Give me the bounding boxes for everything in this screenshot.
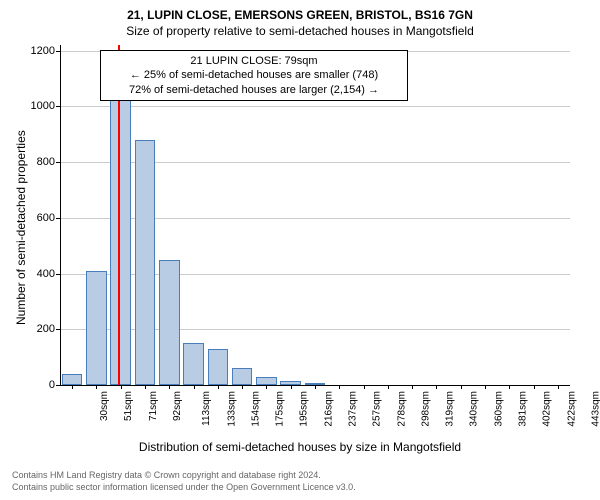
x-tick: 195sqm bbox=[299, 391, 310, 427]
x-tick: 360sqm bbox=[493, 391, 504, 427]
info-line-3: 72% of semi-detached houses are larger (… bbox=[109, 83, 399, 97]
x-tick: 30sqm bbox=[99, 391, 110, 421]
footer-line-2: Contains public sector information licen… bbox=[12, 482, 356, 494]
x-tick: 71sqm bbox=[148, 391, 159, 421]
grid-line bbox=[60, 106, 570, 107]
histogram-bar bbox=[110, 84, 131, 385]
footer-attribution: Contains HM Land Registry data © Crown c… bbox=[12, 470, 356, 493]
x-tick: 133sqm bbox=[226, 391, 237, 427]
x-tick: 298sqm bbox=[420, 391, 431, 427]
y-tick: 1000 bbox=[20, 100, 55, 112]
histogram-bar bbox=[86, 271, 107, 385]
x-tick: 340sqm bbox=[469, 391, 480, 427]
chart-container: 21, LUPIN CLOSE, EMERSONS GREEN, BRISTOL… bbox=[0, 0, 600, 500]
x-tick: 278sqm bbox=[396, 391, 407, 427]
x-tick: 319sqm bbox=[445, 391, 456, 427]
info-box: 21 LUPIN CLOSE: 79sqm ← 25% of semi-deta… bbox=[100, 50, 408, 101]
x-tick: 237sqm bbox=[348, 391, 359, 427]
x-tick: 257sqm bbox=[372, 391, 383, 427]
histogram-bar bbox=[135, 140, 156, 385]
histogram-bar bbox=[62, 374, 83, 385]
x-tick: 175sqm bbox=[275, 391, 286, 427]
histogram-bar bbox=[232, 368, 253, 385]
y-tick: 1200 bbox=[20, 45, 55, 57]
histogram-bar bbox=[159, 260, 180, 385]
y-axis-label: Number of semi-detached properties bbox=[14, 130, 28, 325]
x-tick: 422sqm bbox=[566, 391, 577, 427]
x-tick: 443sqm bbox=[590, 391, 600, 427]
footer-line-1: Contains HM Land Registry data © Crown c… bbox=[12, 470, 356, 482]
info-line-2: ← 25% of semi-detached houses are smalle… bbox=[109, 68, 399, 82]
histogram-bar bbox=[183, 343, 204, 385]
chart-title-main: 21, LUPIN CLOSE, EMERSONS GREEN, BRISTOL… bbox=[0, 0, 600, 22]
x-tick: 216sqm bbox=[323, 391, 334, 427]
histogram-bar bbox=[208, 349, 229, 385]
info-line-1: 21 LUPIN CLOSE: 79sqm bbox=[109, 54, 399, 68]
histogram-bar bbox=[256, 377, 277, 385]
x-tick: 381sqm bbox=[518, 391, 529, 427]
chart-title-sub: Size of property relative to semi-detach… bbox=[0, 22, 600, 38]
x-tick: 92sqm bbox=[172, 391, 183, 421]
x-tick: 51sqm bbox=[123, 391, 134, 421]
x-tick: 113sqm bbox=[201, 391, 212, 426]
x-tick: 402sqm bbox=[542, 391, 553, 427]
y-tick: 0 bbox=[20, 379, 55, 391]
x-axis-label: Distribution of semi-detached houses by … bbox=[0, 440, 600, 454]
x-tick: 154sqm bbox=[250, 391, 261, 427]
y-tick: 200 bbox=[20, 323, 55, 335]
